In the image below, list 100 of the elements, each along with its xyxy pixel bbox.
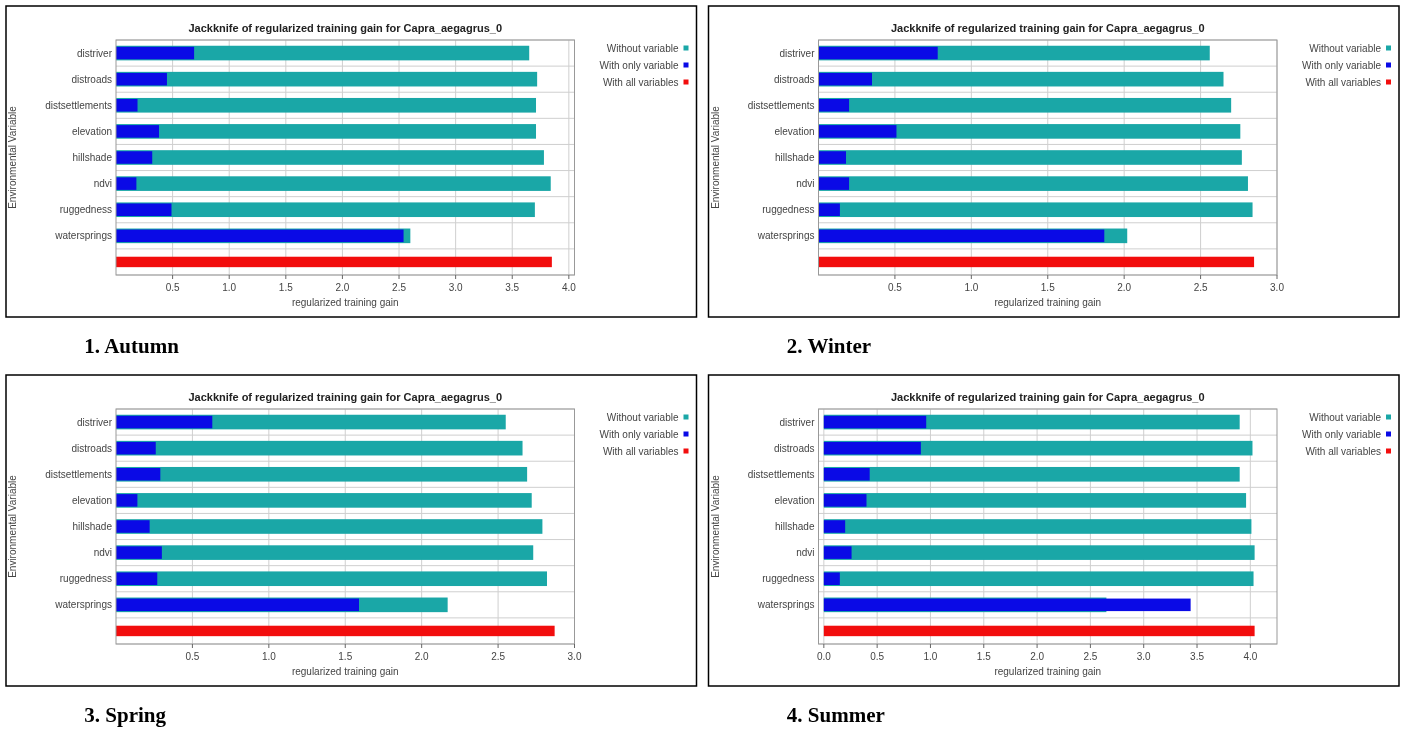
y-tick-label: distriver	[779, 416, 816, 428]
y-tick-label: distroads	[71, 442, 112, 454]
bar	[823, 546, 852, 559]
y-tick-label: ruggedness	[762, 573, 815, 585]
x-tick-label: 2.5	[1083, 651, 1098, 662]
bar	[116, 176, 551, 191]
x-tick-label: 0.5	[185, 651, 200, 662]
y-tick-label: hillshade	[72, 521, 113, 532]
bar	[818, 125, 897, 138]
bar	[116, 177, 137, 190]
bar	[116, 256, 552, 268]
bar	[116, 572, 158, 585]
bar	[823, 519, 1252, 534]
chart-title: Jackknife of regularized training gain for Capra_aegagrus_0	[890, 22, 1205, 34]
y-tick-label: distsettlements	[45, 99, 112, 111]
x-tick-label: 0.5	[887, 282, 903, 293]
x-tick-label: 3.5	[1190, 651, 1205, 662]
x-tick-label: 0.5	[870, 651, 885, 662]
y-tick-label: elevation	[71, 494, 112, 506]
y-axis-title: Environmental Variable	[709, 105, 721, 209]
x-tick-label: 4.0	[561, 282, 577, 293]
bar	[116, 46, 195, 60]
bar	[116, 124, 537, 139]
x-axis-title: regularized training gain	[291, 297, 399, 308]
legend-label: With only variable	[599, 428, 679, 440]
legend-label: With all variables	[602, 445, 679, 457]
legend-label: With all variables	[602, 76, 679, 88]
x-axis-title: regularized training gain	[994, 666, 1102, 677]
bar	[818, 97, 1232, 113]
x-tick-label: 3.0	[448, 282, 464, 293]
y-tick-label: ruggedness	[59, 573, 112, 585]
y-tick-label: watersprings	[756, 230, 815, 242]
x-tick-label: 3.5	[505, 282, 520, 293]
chart-title: Jackknife of regularized training gain for Capra_aegagrus_0	[188, 391, 503, 403]
x-tick-label: 1.5	[1040, 282, 1056, 293]
x-tick-label: 1.5	[278, 282, 294, 293]
bar	[116, 494, 138, 507]
legend-label: Without variable	[606, 42, 679, 54]
bar	[818, 176, 1248, 191]
bar	[116, 125, 160, 138]
y-axis-title: Environmental Variable	[7, 474, 18, 578]
y-axis-title: Environmental Variable	[709, 474, 721, 578]
bar	[116, 203, 172, 216]
y-tick-label: distsettlements	[747, 468, 815, 480]
y-tick-label: distroads	[71, 73, 112, 85]
bar	[818, 256, 1255, 268]
bar	[823, 520, 846, 533]
x-tick-label: 3.0	[567, 651, 582, 662]
legend-label: With all variables	[1305, 76, 1381, 88]
x-tick-label: 3.0	[1136, 651, 1152, 662]
bar	[818, 229, 1105, 243]
text: 4. Summer	[786, 703, 885, 727]
bar	[818, 46, 938, 60]
bar	[823, 468, 870, 481]
legend-label: With only variable	[1302, 428, 1382, 440]
bar	[116, 71, 538, 87]
bar	[116, 546, 162, 559]
bar	[116, 150, 544, 165]
x-tick-label: 1.0	[964, 282, 979, 293]
y-tick-label: ruggedness	[762, 204, 815, 216]
bar	[818, 150, 1242, 165]
x-tick-label: 2.0	[414, 651, 430, 662]
y-tick-label: ndvi	[93, 547, 112, 559]
bar	[116, 571, 547, 587]
y-tick-label: elevation	[774, 125, 815, 137]
bar	[823, 545, 1255, 560]
bar	[116, 519, 543, 534]
bar	[823, 493, 1247, 508]
y-tick-label: hillshade	[775, 521, 815, 532]
x-tick-label: 2.0	[335, 282, 350, 293]
x-tick-label: 0.0	[816, 651, 832, 662]
bar	[116, 441, 156, 455]
x-tick-label: 2.5	[392, 282, 407, 293]
bar	[116, 545, 534, 560]
bar	[116, 598, 360, 612]
text: 2. Winter	[786, 334, 872, 358]
x-tick-label: 2.0	[1030, 651, 1045, 662]
bar	[116, 625, 555, 637]
x-tick-label: 1.5	[338, 651, 353, 662]
x-tick-label: 2.5	[491, 651, 506, 662]
y-tick-label: distriver	[76, 47, 113, 59]
legend-label: With only variable	[1302, 59, 1382, 71]
y-tick-label: distriver	[779, 47, 816, 59]
y-tick-label: ndvi	[796, 178, 815, 190]
y-tick-label: hillshade	[775, 152, 815, 163]
x-tick-label: 1.0	[222, 282, 237, 293]
y-tick-label: distsettlements	[45, 468, 112, 480]
bar	[823, 572, 840, 585]
y-tick-label: watersprings	[756, 599, 815, 611]
bar	[116, 493, 532, 508]
y-tick-label: watersprings	[54, 599, 112, 611]
bar	[818, 177, 850, 190]
x-tick-label: 2.5	[1193, 282, 1208, 293]
legend-label: With only variable	[599, 59, 679, 71]
bar	[823, 571, 1254, 587]
x-tick-label: 2.0	[1117, 282, 1132, 293]
bar	[116, 97, 537, 113]
bar	[818, 151, 847, 164]
x-tick-label: 4.0	[1243, 651, 1258, 662]
legend-label: Without variable	[1309, 42, 1382, 54]
